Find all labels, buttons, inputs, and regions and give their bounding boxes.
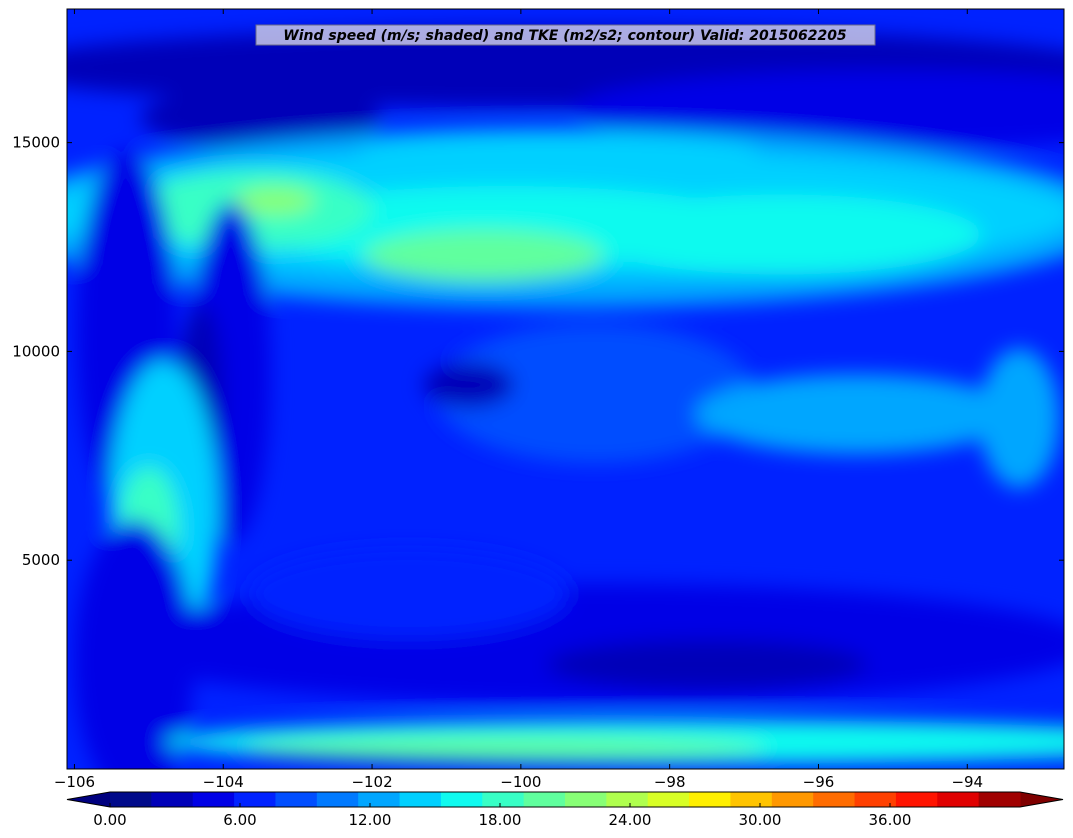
wind-speed-shading: [67, 27, 1064, 769]
shaded-region-20: [979, 348, 1060, 489]
shaded-region-2: [572, 69, 1064, 150]
colorbar-over-arrow: [1020, 792, 1063, 807]
colorbar-swatch: [234, 792, 277, 807]
colorbar: 0.00 6.00 12.00 18.00 24.00 30.00 36.00: [66, 791, 1064, 829]
colorbar-swatch: [606, 792, 649, 807]
y-axis: 5000 10000 15000: [12, 134, 1064, 569]
chart-title-text: Wind speed (m/s; shaded) and TKE (m2/s2;…: [283, 28, 847, 44]
x-tick-label: −96: [803, 773, 835, 791]
colorbar-swatch: [813, 792, 856, 807]
chart-title: Wind speed (m/s; shaded) and TKE (m2/s2;…: [255, 24, 876, 46]
x-tick-label: −104: [203, 773, 244, 791]
colorbar-under-arrow: [67, 792, 110, 807]
shaded-region-3: [140, 87, 381, 148]
colorbar-swatch: [275, 792, 318, 807]
colorbar-swatch: [895, 792, 938, 807]
colorbar-tick-label: 6.00: [223, 811, 256, 829]
x-tick-label: −94: [951, 773, 983, 791]
colorbar-swatch: [647, 792, 690, 807]
x-tick-label: −100: [500, 773, 541, 791]
colorbar-swatch: [316, 792, 359, 807]
colorbar-tick-label: 12.00: [349, 811, 392, 829]
y-tick-label: 15000: [12, 134, 60, 152]
colorbar-swatch: [151, 792, 194, 807]
colorbar-tick-label: 0.00: [93, 811, 126, 829]
shaded-region-27: [249, 548, 570, 639]
x-axis: −106 −104 −102 −100 −98 −96 −94: [54, 9, 983, 791]
plot-frame: [66, 8, 1065, 770]
colorbar-swatch: [482, 792, 525, 807]
y-tick-label: 5000: [22, 551, 60, 569]
colorbar-swatch: [565, 792, 607, 807]
shaded-region-17: [423, 362, 514, 407]
colorbar-swatch: [689, 792, 732, 807]
colorbar-swatch: [854, 792, 897, 807]
x-tick-label: −98: [654, 773, 686, 791]
shaded-region-23: [546, 639, 867, 690]
colorbar-swatch: [730, 792, 773, 807]
colorbar-swatch: [937, 792, 980, 807]
x-tick-label: −102: [351, 773, 392, 791]
colorbar-swatch: [110, 792, 152, 807]
plot-area: −106 −104 −102 −100 −98 −96 −94 5000 10000 15000: [12, 8, 1065, 791]
shading-layers: [67, 27, 1064, 769]
colorbar-swatch: [440, 792, 483, 807]
x-tick-label: −106: [54, 773, 95, 791]
shaded-region-10: [363, 229, 604, 282]
colorbar-swatch: [771, 792, 814, 807]
colorbar-tick-label: 24.00: [609, 811, 652, 829]
shaded-region-16: [695, 374, 1016, 455]
shaded-region-8: [581, 194, 982, 275]
colorbar-tick-label: 18.00: [479, 811, 522, 829]
shaded-region-15: [435, 323, 756, 464]
shaded-region-24: [74, 520, 194, 769]
chart-title-background: [255, 24, 876, 46]
shaded-region-26: [246, 736, 766, 761]
colorbar-swatch: [192, 792, 235, 807]
shaded-region-9: [358, 133, 759, 169]
y-tick-label: 10000: [12, 342, 60, 360]
colorbar-tick-label: 36.00: [869, 811, 912, 829]
colorbar-swatch: [523, 792, 566, 807]
colorbar-swatch: [399, 792, 442, 807]
colorbar-swatch: [358, 792, 401, 807]
colorbar-tick-label: 30.00: [739, 811, 782, 829]
colorbar-swatch: [978, 792, 1021, 807]
shaded-region-11: [235, 187, 316, 216]
